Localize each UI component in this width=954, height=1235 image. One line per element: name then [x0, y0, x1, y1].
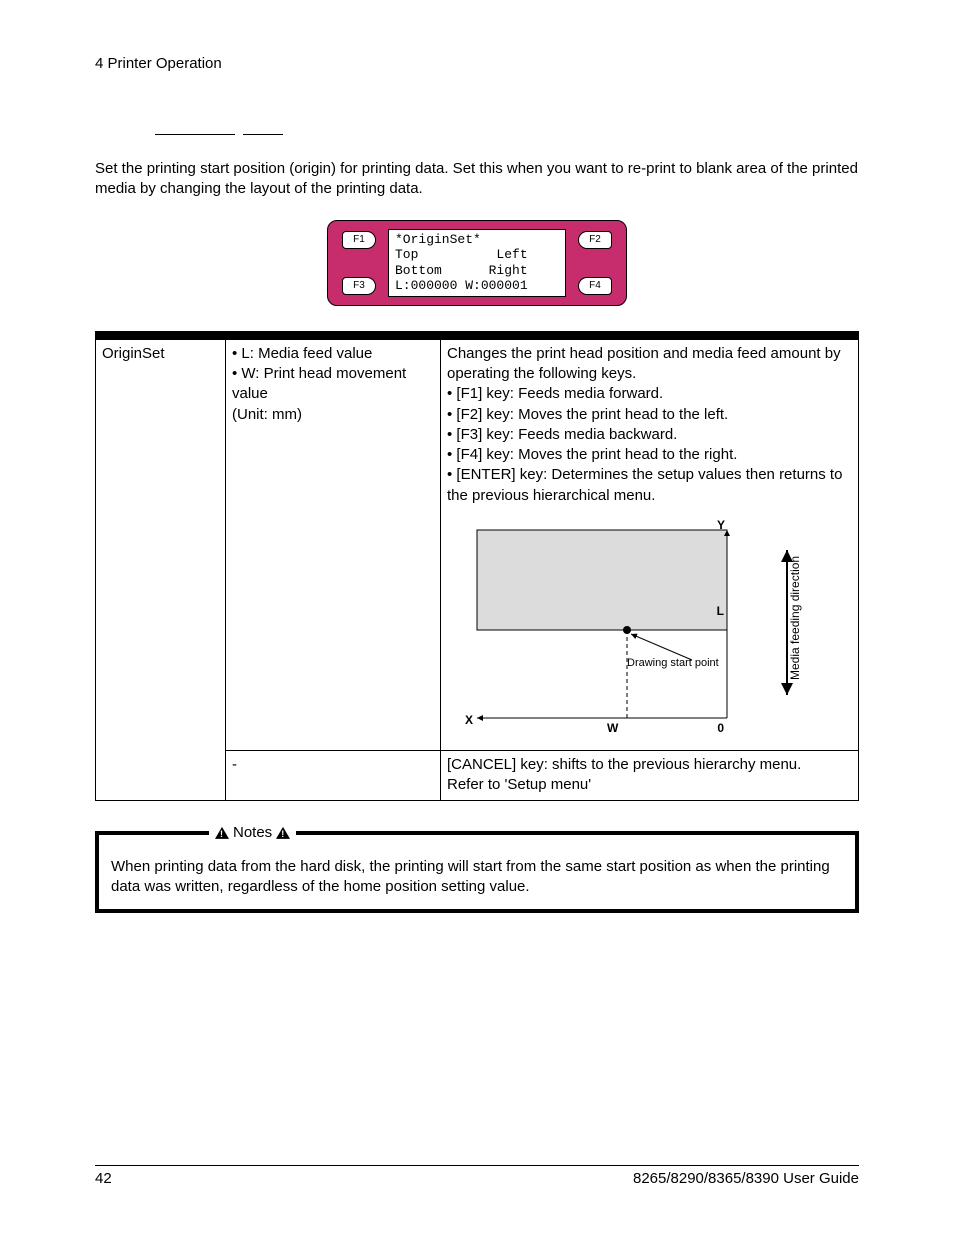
notes-label-text: Notes [233, 823, 272, 843]
label-W: W [607, 721, 619, 735]
cell-item: OriginSet [96, 339, 226, 800]
th-param [226, 331, 441, 339]
label-X: X [465, 713, 473, 727]
lcd-panel: F1 F2 F3 F4 *OriginSet* Top Left Bottom … [327, 220, 627, 306]
cell-param-2: - [226, 751, 441, 801]
label-L: L [717, 604, 724, 618]
notes-text: When printing data from the hard disk, t… [111, 857, 843, 898]
notes-box: Notes When printing data from the hard d… [95, 831, 859, 914]
page-number: 42 [95, 1170, 112, 1187]
chapter-header: 4 Printer Operation [95, 55, 859, 72]
th-item [96, 331, 226, 339]
origin-diagram: Y X L Drawing start point [447, 520, 852, 746]
intro-text: Set the printing start position (origin)… [95, 159, 859, 200]
section-underline-1 [155, 134, 235, 135]
th-desc [441, 331, 859, 339]
label-Y: Y [717, 520, 725, 532]
notes-label: Notes [209, 823, 296, 843]
guide-title: 8265/8290/8365/8390 User Guide [633, 1170, 859, 1187]
cell-param-1: • L: Media feed value• W: Print head mov… [226, 339, 441, 750]
cell-desc-2: [CANCEL] key: shifts to the previous hie… [441, 751, 859, 801]
f3-key: F3 [342, 277, 376, 295]
table-row: OriginSet • L: Media feed value• W: Prin… [96, 339, 859, 750]
page-footer: 42 8265/8290/8365/8390 User Guide [95, 1165, 859, 1187]
f2-key: F2 [578, 231, 612, 249]
f1-key: F1 [342, 231, 376, 249]
f4-key: F4 [578, 277, 612, 295]
spec-table: OriginSet • L: Media feed value• W: Prin… [95, 331, 859, 801]
warning-icon [276, 827, 290, 839]
label-zero: 0 [717, 721, 724, 735]
label-mfd: Media feeding direction [788, 556, 802, 680]
lcd-screen: *OriginSet* Top Left Bottom Right L:0000… [388, 229, 566, 297]
cell-desc-1: Changes the print head position and medi… [441, 339, 859, 750]
label-dsp: Drawing start point [627, 657, 719, 669]
section-underline-2 [243, 134, 283, 135]
warning-icon [215, 827, 229, 839]
